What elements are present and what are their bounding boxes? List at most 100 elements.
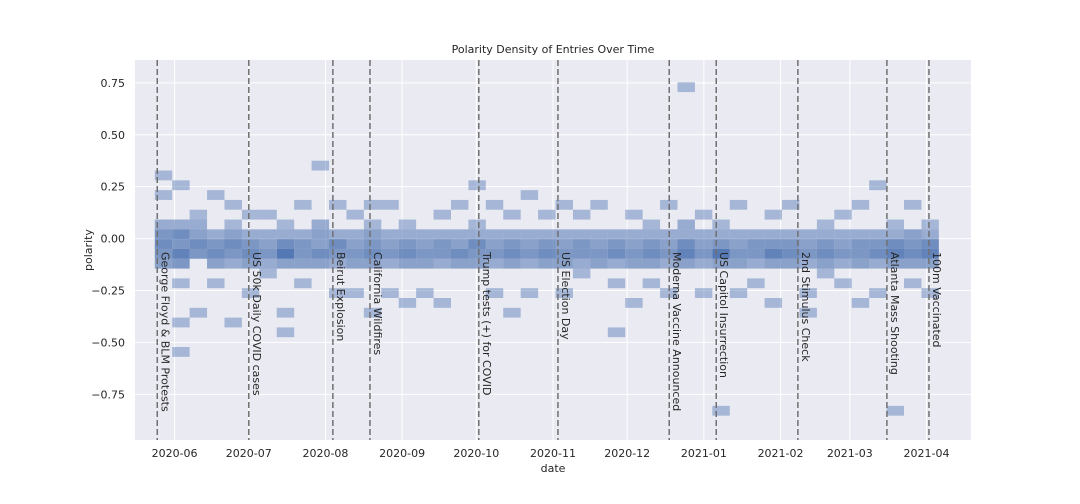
- density-cells: [154, 82, 939, 416]
- density-cell: [346, 239, 364, 249]
- density-cell: [782, 258, 800, 269]
- x-tick-label: 2020-06: [152, 447, 198, 460]
- density-cell: [625, 297, 643, 308]
- density-cell: [363, 219, 382, 230]
- density-cell: [520, 248, 539, 259]
- density-cell: [642, 229, 661, 240]
- chart-title: Polarity Density of Entries Over Time: [452, 43, 655, 56]
- density-cell: [694, 258, 713, 269]
- density-cell: [485, 199, 504, 210]
- density-cell: [677, 219, 695, 230]
- density-cell: [468, 258, 486, 269]
- density-cell: [363, 258, 382, 269]
- density-cell: [764, 209, 783, 220]
- density-cell: [363, 307, 382, 318]
- density-cell: [363, 239, 382, 249]
- density-cell: [520, 288, 539, 298]
- density-cell: [816, 258, 835, 269]
- density-cell: [712, 405, 730, 416]
- x-tick-label: 2021-03: [827, 447, 873, 460]
- density-cell: [886, 258, 904, 269]
- density-cell: [747, 258, 765, 269]
- density-cell: [329, 258, 347, 269]
- density-cell: [520, 190, 539, 200]
- density-cell: [764, 258, 783, 269]
- density-cell: [677, 229, 695, 240]
- density-cell: [886, 219, 904, 230]
- density-cell: [590, 239, 608, 249]
- density-cell: [398, 239, 417, 249]
- density-cell: [154, 239, 173, 249]
- density-cell: [485, 288, 504, 298]
- x-tick-label: 2021-01: [681, 447, 727, 460]
- y-tick-label: −0.50: [91, 336, 125, 349]
- density-cell: [538, 209, 556, 220]
- density-cell: [660, 288, 678, 298]
- density-cell: [189, 209, 208, 220]
- density-cell: [276, 258, 295, 269]
- density-cell: [816, 229, 835, 240]
- density-cell: [468, 219, 486, 230]
- density-cell: [921, 248, 939, 259]
- density-cell: [485, 258, 504, 269]
- density-cell: [799, 288, 817, 298]
- density-cell: [398, 258, 417, 269]
- density-cell: [311, 248, 330, 259]
- density-cell: [782, 229, 800, 240]
- density-cell: [294, 278, 312, 289]
- density-cell: [712, 239, 730, 249]
- density-cell: [764, 248, 783, 259]
- density-cell: [468, 180, 486, 191]
- y-tick-label: −0.75: [91, 388, 125, 401]
- density-cell: [816, 219, 835, 230]
- density-cell: [625, 258, 643, 269]
- density-cell: [555, 199, 573, 210]
- density-cell: [834, 209, 852, 220]
- y-tick-label: 0.25: [101, 181, 126, 194]
- density-cell: [764, 297, 783, 308]
- density-cell: [747, 248, 765, 259]
- density-cell: [398, 229, 417, 240]
- event-label: California Wildfires: [371, 252, 384, 355]
- density-cell: [363, 229, 382, 240]
- density-cell: [503, 239, 521, 249]
- density-cell: [485, 229, 504, 240]
- x-tick-label: 2021-04: [903, 447, 949, 460]
- density-cell: [276, 229, 295, 240]
- density-cell: [381, 248, 399, 259]
- density-cell: [241, 248, 260, 259]
- density-cell: [241, 288, 260, 298]
- event-label: 2nd Stimulus Check: [799, 252, 812, 362]
- density-cell: [154, 229, 173, 240]
- density-cell: [538, 258, 556, 269]
- density-cell: [503, 229, 521, 240]
- density-cell: [241, 229, 260, 240]
- density-cell: [642, 258, 661, 269]
- density-cell: [903, 199, 922, 210]
- density-cell: [712, 219, 730, 230]
- density-cell: [903, 278, 922, 289]
- density-cell: [503, 209, 521, 220]
- density-cell: [433, 209, 451, 220]
- density-cell: [694, 239, 713, 249]
- density-cell: [381, 199, 399, 210]
- density-cell: [572, 248, 591, 259]
- density-cell: [799, 258, 817, 269]
- density-cell: [433, 258, 451, 269]
- density-cell: [416, 258, 434, 269]
- density-cell: [172, 229, 190, 240]
- density-cell: [276, 307, 295, 318]
- density-cell: [311, 229, 330, 240]
- event-label: George Floyd & BLM Protests: [158, 252, 171, 412]
- density-cell: [642, 248, 661, 259]
- event-label: US Capitol Insurrection: [717, 252, 730, 378]
- density-cell: [538, 229, 556, 240]
- density-cell: [294, 239, 312, 249]
- density-cell: [329, 199, 347, 210]
- density-cell: [450, 248, 469, 259]
- density-cell: [241, 209, 260, 220]
- density-cell: [921, 229, 939, 240]
- density-cell: [381, 258, 399, 269]
- density-cell: [729, 239, 748, 249]
- density-cell: [625, 248, 643, 259]
